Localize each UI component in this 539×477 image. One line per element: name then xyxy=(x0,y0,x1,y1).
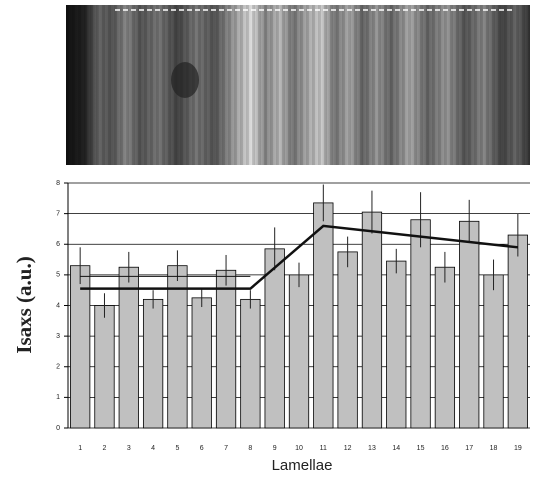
bar xyxy=(459,220,480,429)
x-tick-label: 19 xyxy=(514,445,522,452)
y-tick-label: 4 xyxy=(56,302,60,309)
x-tick-label: 15 xyxy=(417,445,425,452)
bar xyxy=(142,298,164,429)
x-tick-label: 2 xyxy=(103,445,107,452)
bar xyxy=(264,248,285,429)
trend-line xyxy=(80,224,518,290)
bar xyxy=(434,266,456,429)
x-tick-label: 1 xyxy=(78,445,82,452)
x-tick-label: 16 xyxy=(441,445,449,452)
bar xyxy=(240,298,261,429)
y-tick-label: 0 xyxy=(56,425,60,432)
micrograph-spot xyxy=(171,62,199,98)
bar xyxy=(191,297,212,429)
bar xyxy=(386,260,407,429)
x-tick-label: 4 xyxy=(151,445,155,452)
bar xyxy=(70,265,91,429)
bar xyxy=(94,305,115,429)
x-tick-label: 12 xyxy=(344,445,352,452)
x-tick-label: 13 xyxy=(368,445,376,452)
x-tick-label: 14 xyxy=(392,445,400,452)
bar xyxy=(483,274,504,429)
y-tick-label: 7 xyxy=(56,210,60,217)
bar xyxy=(118,266,139,429)
micrograph-texture xyxy=(66,5,530,165)
bar xyxy=(507,234,528,429)
bar xyxy=(313,202,334,429)
y-axis-label: Isaxs (a.u.) xyxy=(12,256,36,353)
bar xyxy=(288,274,310,429)
y-tick-label: 6 xyxy=(56,241,60,248)
y-tick-label: 2 xyxy=(56,364,60,371)
x-axis-label: Lamellae xyxy=(272,457,333,474)
bar xyxy=(337,251,358,429)
x-tick-label: 9 xyxy=(273,445,277,452)
bar xyxy=(361,211,383,429)
bar xyxy=(167,265,188,429)
y-tick-label: 1 xyxy=(56,394,60,401)
x-tick-label: 18 xyxy=(490,445,498,452)
x-tick-label: 3 xyxy=(127,445,131,452)
bar xyxy=(410,219,431,429)
x-tick-label: 10 xyxy=(295,445,303,452)
x-tick-label: 8 xyxy=(248,445,252,452)
x-tick-label: 7 xyxy=(224,445,228,452)
x-tick-label: 17 xyxy=(465,445,473,452)
bar xyxy=(215,269,237,429)
y-tick-label: 3 xyxy=(56,333,60,340)
y-tick-label: 8 xyxy=(56,180,60,187)
x-tick-label: 11 xyxy=(320,445,327,452)
x-tick-label: 5 xyxy=(175,445,179,452)
y-tick-label: 5 xyxy=(56,272,60,279)
x-tick-label: 6 xyxy=(200,445,204,452)
